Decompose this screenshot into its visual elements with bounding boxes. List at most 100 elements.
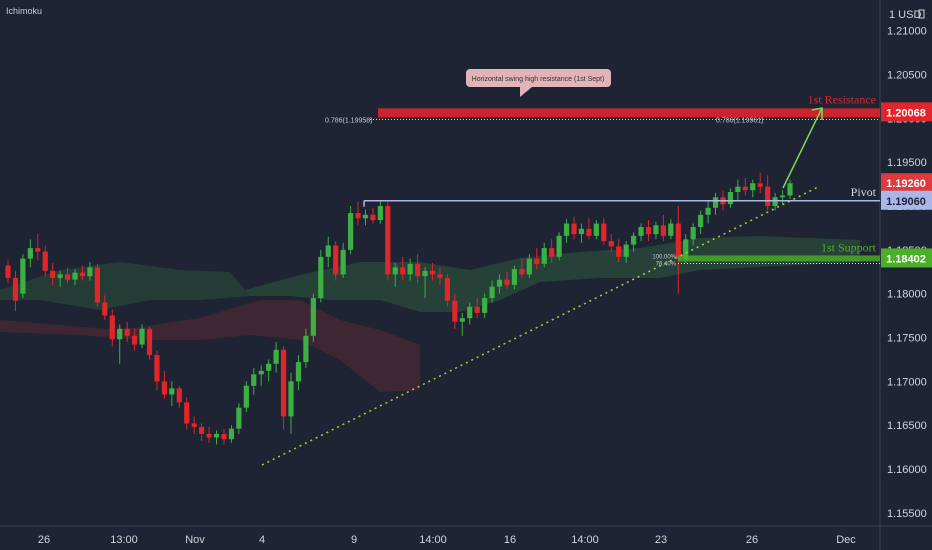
candle-body [333, 245, 339, 275]
candle-body [5, 265, 11, 278]
candle-body [161, 381, 167, 395]
candle-body [578, 228, 585, 235]
pivot-label: Pivot [851, 185, 877, 199]
candle-body [57, 274, 63, 278]
candle-body [407, 263, 413, 275]
candle-body [601, 223, 607, 242]
candle-body [251, 374, 257, 386]
candle-body [757, 183, 763, 187]
candle-body [109, 315, 115, 340]
candle-body [779, 195, 786, 198]
candle-body [12, 277, 19, 301]
resistance-price-tag: 1.20068 [886, 107, 926, 119]
candle-body [310, 298, 316, 336]
support-label: 1st Support [821, 240, 877, 254]
candle-body [102, 302, 108, 316]
candle-body [258, 370, 264, 375]
candle-body [124, 328, 130, 336]
candle-body [668, 223, 674, 236]
y-tick-label: 1.16000 [887, 464, 927, 476]
candle-body [50, 270, 56, 278]
y-tick-label: 1.18000 [887, 289, 927, 301]
candle-body [690, 227, 696, 240]
candle-body [27, 248, 33, 259]
candle-body [705, 207, 711, 215]
y-tick-label: 1.19500 [887, 157, 927, 169]
candle-body [355, 213, 361, 219]
candle-body [787, 183, 793, 196]
candle-body [452, 300, 458, 322]
fib-label-100: 100.00% [652, 254, 676, 260]
candle-body [742, 186, 748, 191]
candle-body [519, 269, 525, 275]
candle-body [638, 227, 644, 236]
pivot-price-tag: 1.19060 [886, 196, 926, 208]
resistance-zone [378, 108, 880, 118]
candle-body [184, 402, 190, 424]
candle-body [541, 248, 547, 264]
candle-body [228, 428, 235, 440]
candle-body [556, 235, 562, 257]
candle-body [72, 272, 78, 280]
ichimoku-cloud-green-left [0, 262, 250, 310]
candle-body [608, 241, 614, 247]
candle-body [683, 239, 689, 259]
pivot-price-tag-bg [881, 190, 932, 210]
x-tick-label: 23 [655, 534, 667, 546]
candle-body [35, 248, 41, 252]
candle-body [132, 335, 138, 345]
x-tick-label: 13:00 [110, 534, 138, 546]
projection-arrow [782, 107, 823, 189]
x-tick-label: 9 [351, 534, 357, 546]
x-tick-label: 26 [38, 534, 50, 546]
resistance-label: 1st Resistance [808, 92, 876, 106]
candle-body [444, 277, 451, 301]
candle-body [526, 258, 532, 275]
y-tick-label: 1.17000 [887, 376, 927, 388]
candle-body [467, 306, 473, 319]
ichimoku-cloud-red [0, 300, 420, 392]
candle-body [370, 214, 376, 221]
candle-body [191, 423, 197, 427]
candle-body [616, 246, 622, 257]
candle-body [489, 286, 495, 299]
y-tick-label: 1.17500 [887, 333, 927, 345]
fib-label-764: 76.40% [656, 261, 677, 267]
x-tick-label: Dec [836, 534, 856, 546]
last-price-tag: 1.19260 [886, 178, 926, 190]
candle-body [94, 267, 100, 303]
candle-body [325, 245, 331, 257]
candle-body [392, 267, 398, 275]
candle-body [385, 206, 391, 275]
candle-body [735, 186, 741, 192]
candle-body [79, 272, 86, 277]
candle-body [206, 433, 212, 438]
annotation-text: Horizontal swing high resistance (1st Se… [472, 76, 605, 83]
candle-body [660, 225, 666, 236]
support-price-tag: 1.18402 [886, 253, 926, 265]
candle-body [318, 256, 324, 299]
fib-label-left: 0.786(1.19958) [325, 117, 372, 124]
candle-body [765, 186, 771, 207]
candle-body [295, 362, 302, 382]
indicator-label: Ichimoku [6, 6, 43, 16]
annotation-callout [466, 69, 611, 87]
support-price-tag-bg [881, 248, 932, 268]
candle-body [534, 258, 540, 264]
x-tick-label: 14:00 [419, 534, 447, 546]
candle-body [288, 381, 294, 417]
candle-body [727, 191, 734, 205]
candle-body [549, 248, 555, 257]
x-tick-label: 26 [746, 534, 758, 546]
candle-body [623, 244, 629, 257]
candle-body [146, 328, 153, 356]
x-tick-label: 16 [504, 534, 516, 546]
ascending-trendline [261, 185, 821, 466]
candle-body [459, 318, 465, 322]
lock-icon [918, 9, 925, 19]
y-tick-label: 1.21000 [887, 26, 927, 38]
candle-body [429, 270, 436, 275]
candle-body [653, 225, 659, 235]
x-tick-label: Nov [185, 534, 205, 546]
